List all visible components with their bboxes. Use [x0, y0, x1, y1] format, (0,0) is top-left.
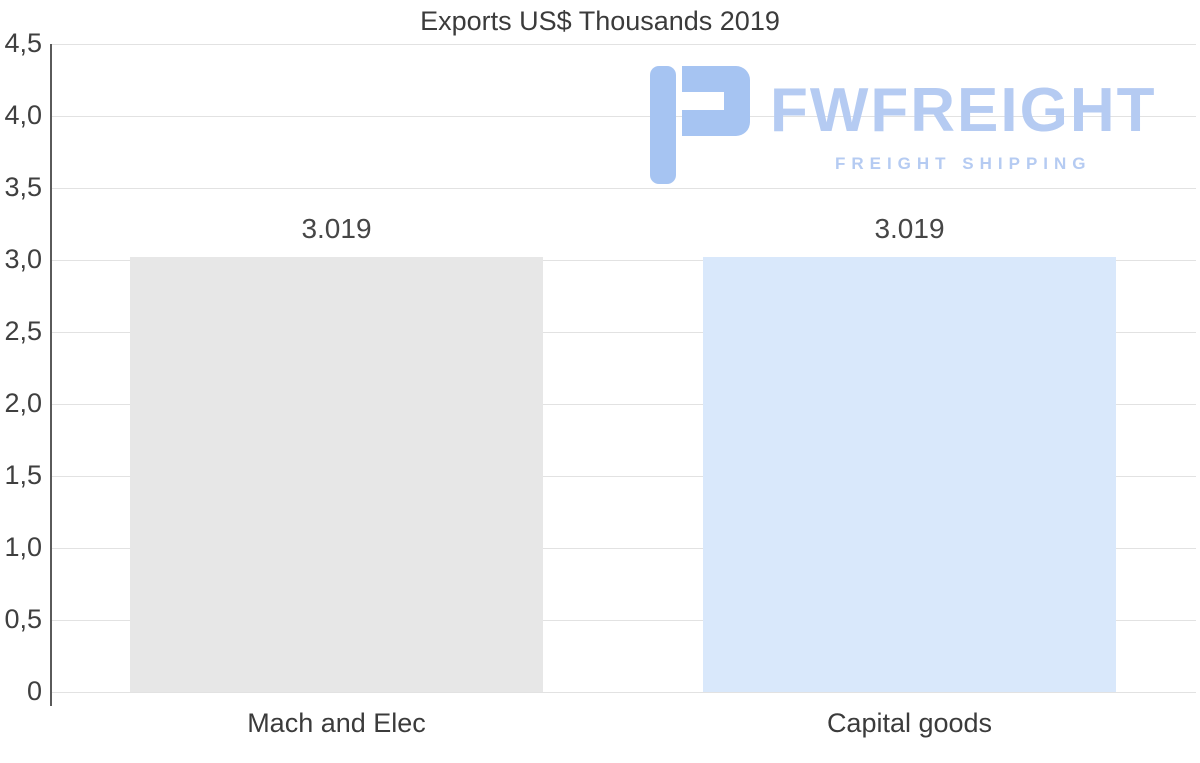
- y-tick-label: 0: [26, 676, 42, 706]
- gridline: [50, 475, 1196, 477]
- y-axis-line: [50, 44, 52, 706]
- y-tick-label: 0,5: [4, 604, 42, 634]
- y-tick-label: 4,5: [4, 28, 42, 58]
- y-tick-label: 2,5: [4, 316, 42, 346]
- y-tick-label: 3,5: [4, 172, 42, 202]
- bar-value-label: 3.019: [874, 213, 945, 245]
- y-tick-label: 2,0: [4, 388, 42, 418]
- watermark-text-block: FWFREIGHT FREIGHT SHIPPING: [770, 66, 1157, 174]
- bar-capital-goods: [703, 257, 1116, 692]
- gridline: [50, 187, 1196, 189]
- chart-title: Exports US$ Thousands 2019: [420, 6, 780, 36]
- gridline: [50, 43, 1196, 45]
- gridline: [50, 403, 1196, 405]
- fwfreight-logo-icon: [650, 66, 750, 184]
- bar-value-label: 3.019: [301, 213, 372, 245]
- logo-left-bar: [650, 66, 676, 184]
- x-category-label: Capital goods: [826, 708, 993, 738]
- gridline: [50, 259, 1196, 261]
- y-tick-label: 1,0: [4, 532, 42, 562]
- gridline: [50, 691, 1196, 693]
- y-tick-label: 3,0: [4, 244, 42, 274]
- x-category-label: Mach and Elec: [247, 708, 426, 738]
- watermark-tagline: FREIGHT SHIPPING: [834, 154, 1092, 173]
- watermark-brand: FWFREIGHT: [770, 76, 1157, 145]
- y-tick-label: 1,5: [4, 460, 42, 490]
- y-tick-label: 4,0: [4, 100, 42, 130]
- bar-mach-and-elec: [130, 257, 543, 692]
- gridline: [50, 619, 1196, 621]
- watermark-logo: FWFREIGHT FREIGHT SHIPPING: [650, 66, 1157, 184]
- logo-f-arms: [682, 66, 750, 136]
- gridline: [50, 115, 1196, 117]
- gridline: [50, 331, 1196, 333]
- gridline: [50, 547, 1196, 549]
